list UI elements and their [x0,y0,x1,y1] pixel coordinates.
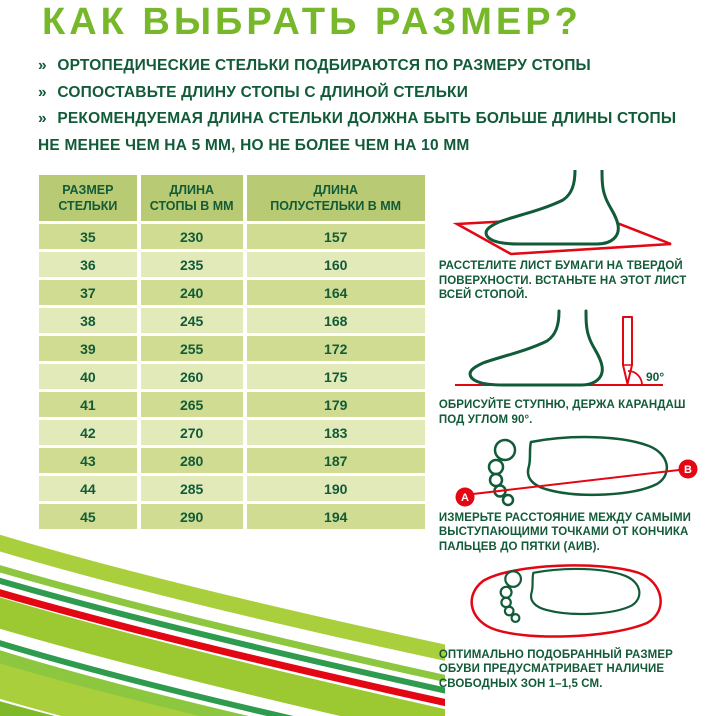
bullet-marker: » [38,57,47,74]
bullet-marker: » [38,83,47,101]
footprint-free-zone-illustration [470,563,662,638]
header-line: РАЗМЕР [62,182,114,197]
wave-stripes [0,534,445,716]
size-table-cell: 265 [140,392,243,417]
header-line: СТЕЛЬКИ [58,199,118,213]
size-table-cell: 230 [140,224,243,249]
size-table-row: 43 280 187 [39,448,425,473]
size-table-cell: 190 [246,476,425,501]
size-table-row: 35 230 157 [39,224,425,249]
size-table-row: 41 265 179 [39,392,425,417]
bullet-item: » ОРТОПЕДИЧЕСКИЕ СТЕЛЬКИ ПОДБИРАЮТСЯ ПО … [38,53,698,80]
size-table-body: 35 230 157 36 235 160 37 240 164 38 245 168 39 255 172… [39,224,425,529]
header-insole-size: РАЗМЕР СТЕЛЬКИ [39,175,137,221]
decorative-wave-graphic [0,534,445,716]
bullet-list: » ОРТОПЕДИЧЕСКИЕ СТЕЛЬКИ ПОДБИРАЮТСЯ ПО … [38,53,698,160]
size-table-row: 39 255 172 [39,336,425,361]
size-table-cell: 175 [246,364,425,389]
step-caption: ИЗМЕРЬТЕ РАССТОЯНИЕ МЕЖДУ САМЫМИ ВЫСТУПА… [438,511,691,554]
size-table-header-row: РАЗМЕР СТЕЛЬКИ ДЛИНА СТОПЫ В ММ ДЛИНА ПО… [39,175,425,221]
size-table-cell: 164 [246,280,425,305]
step-caption: ОПТИМАЛЬНО ПОДОБРАННЫЙ РАЗМЕР ОБУВИ ПРЕД… [438,648,673,691]
point-a-marker [455,487,475,507]
size-table-cell: 172 [246,336,425,361]
angle-90-label: 90° [646,370,664,384]
bullet-text-bold: БОЛЬШЕ ДЛИНЫ СТОПЫ НЕ МЕНЕЕ ЧЕМ НА 5 ММ,… [38,110,677,154]
size-table-cell: 255 [140,336,243,361]
size-table-cell: 157 [246,224,425,249]
size-table-cell: 270 [140,420,243,445]
insole-outline [470,563,662,638]
size-table-cell: 290 [140,504,243,529]
size-table-row: 37 240 164 [39,280,425,305]
step-place-paper: РАССТЕЛИТЕ ЛИСТ БУМАГИ НА ТВЕРДОЙ ПОВЕРХ… [439,170,708,303]
foot-outline [484,170,620,246]
size-table-cell: 194 [246,504,425,529]
step-free-zone: ОПТИМАЛЬНО ПОДОБРАННЫЙ РАЗМЕР ОБУВИ ПРЕД… [439,559,708,692]
bullet-item: » РЕКОМЕНДУЕМАЯ ДЛИНА СТЕЛЬКИ ДОЛЖНА БЫТ… [38,106,698,159]
size-table-cell: 37 [39,280,137,305]
pencil-icon [621,316,633,386]
footprint-outline [499,567,641,623]
size-table-cell: 235 [140,252,243,277]
point-a-label: А [461,492,469,504]
bullet-text: ОРТОПЕДИЧЕСКИЕ СТЕЛЬКИ ПОДБИРАЮТСЯ ПО РА… [57,57,591,74]
size-table-cell: 41 [39,392,137,417]
header-line: ДЛИНА [313,182,359,197]
size-table-cell: 38 [39,308,137,333]
size-table-cell: 280 [140,448,243,473]
bullet-text: РЕКОМЕНДУЕМАЯ ДЛИНА СТЕЛЬКИ ДОЛЖНА БЫТЬ [57,110,472,128]
foot-outline [468,309,604,387]
size-table-cell: 36 [39,252,137,277]
step-caption: РАССТЕЛИТЕ ЛИСТ БУМАГИ НА ТВЕРДОЙ ПОВЕРХ… [438,260,687,302]
size-table-cell: 187 [246,448,425,473]
size-table-row: 42 270 183 [39,420,425,445]
step-caption: ОБРИСУЙТЕ СТУПНЮ, ДЕРЖА КАРАНДАШ ПОД УГЛ… [438,399,686,426]
size-table-cell: 45 [39,504,137,529]
bullet-marker: » [38,110,47,128]
header-half-insole-length: ДЛИНА ПОЛУСТЕЛЬКИ В ММ [246,175,425,221]
point-b-marker [678,459,698,479]
header-line: СТОПЫ В ММ [149,199,234,213]
size-table-cell: 44 [39,476,137,501]
size-table-cell: 35 [39,224,137,249]
header-line: ДЛИНА [169,182,215,197]
page-title: КАК ВЫБРАТЬ РАЗМЕР? [42,1,582,43]
header-foot-length: ДЛИНА СТОПЫ В ММ [140,175,243,221]
size-table-cell: 40 [39,364,137,389]
size-table: РАЗМЕР СТЕЛЬКИ ДЛИНА СТОПЫ В ММ ДЛИНА ПО… [35,172,429,532]
angle-arc [627,370,643,386]
size-table-cell: 42 [39,420,137,445]
step-measure-distance: А В ИЗМЕРЬТЕ РАССТОЯНИЕ МЕЖДУ САМЫМИ ВЫС… [439,432,708,555]
content-area: РАЗМЕР СТЕЛЬКИ ДЛИНА СТОПЫ В ММ ДЛИНА ПО… [35,170,708,696]
size-table-cell: 160 [246,252,425,277]
size-table-cell: 179 [246,392,425,417]
step-trace-foot: 90° ОБРИСУЙТЕ СТУПНЮ, ДЕРЖА КАРАНДАШ ПОД… [439,307,708,427]
size-table-row: 38 245 168 [39,308,425,333]
point-b-label: В [684,464,692,476]
foot-on-paper-illustration [452,170,672,256]
size-table-cell: 260 [140,364,243,389]
size-table-cell: 43 [39,448,137,473]
measure-line [472,468,679,495]
size-table-cell: 39 [39,336,137,361]
foot-tracing-pencil-illustration: 90° [454,309,664,387]
size-table-cell: 245 [140,308,243,333]
size-table-cell: 183 [246,420,425,445]
size-table-cell: 168 [246,308,425,333]
size-table-row: 45 290 194 [39,504,425,529]
footprint-measurement-illustration: А В [455,435,698,507]
instruction-steps: РАССТЕЛИТЕ ЛИСТ БУМАГИ НА ТВЕРДОЙ ПОВЕРХ… [439,170,708,696]
size-table-cell: 240 [140,280,243,305]
bullet-item: » СОПОСТАВЬТЕ ДЛИНУ СТОПЫ С ДЛИНОЙ СТЕЛЬ… [38,80,698,107]
header-line: ПОЛУСТЕЛЬКИ В ММ [270,199,402,213]
size-table-row: 44 285 190 [39,476,425,501]
bullet-text: СОПОСТАВЬТЕ ДЛИНУ СТОПЫ С ДЛИНОЙ СТЕЛЬКИ [57,83,469,101]
size-table-cell: 285 [140,476,243,501]
footprint-outline [487,435,668,506]
size-table-row: 40 260 175 [39,364,425,389]
size-table-row: 36 235 160 [39,252,425,277]
